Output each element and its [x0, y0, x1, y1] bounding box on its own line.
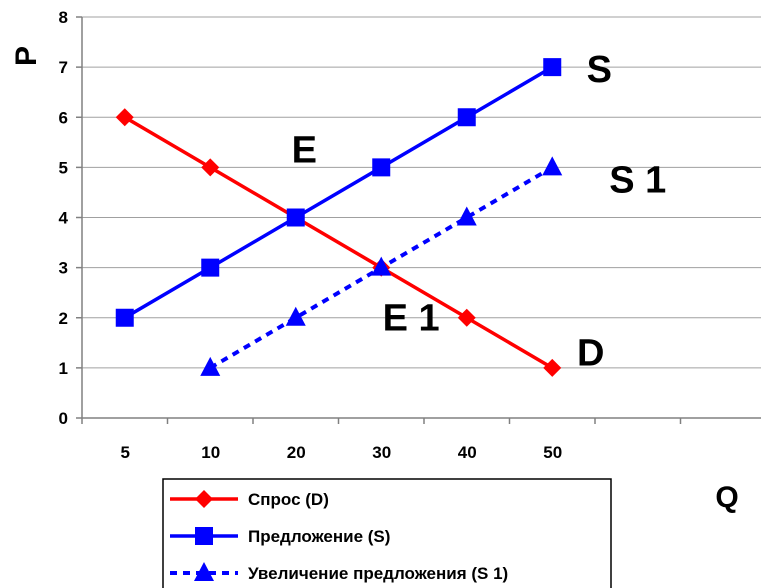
y-tick-label: 0: [59, 409, 68, 428]
legend-box: [162, 478, 612, 588]
data-point-triangle: [542, 156, 563, 176]
data-point-square: [543, 58, 562, 77]
data-point-square: [115, 308, 134, 327]
data-point-diamond: [457, 308, 476, 327]
data-point-square: [201, 258, 220, 277]
y-tick-label: 6: [59, 108, 68, 127]
x-axis-label: Q: [715, 481, 738, 514]
x-tick-labels: 5 10 20 30 40 50: [81, 418, 682, 462]
series-diamond: [115, 108, 562, 377]
x-tick-label: 50: [543, 443, 562, 462]
data-point-square: [286, 208, 305, 227]
data-point-triangle: [200, 356, 221, 376]
y-tick-label: 4: [59, 209, 69, 228]
data-point-diamond: [115, 108, 134, 127]
legend-label: Предложение (S): [248, 527, 390, 546]
annotation-label: E: [292, 129, 317, 171]
legend: Спрос (D) Предложение (S) Увеличение предл…: [162, 478, 612, 588]
x-tick-label: 30: [372, 443, 391, 462]
data-point-triangle: [456, 206, 477, 226]
x-tick-label: 40: [458, 443, 477, 462]
x-tick-label: 10: [201, 443, 220, 462]
series-line: [123, 115, 554, 370]
data-point-diamond: [543, 358, 562, 377]
data-point-square: [457, 108, 476, 127]
series-square: [115, 58, 562, 327]
annotations: S E S 1 E 1 D: [292, 49, 667, 374]
legend-marker-diamond: [195, 490, 213, 508]
annotation-label: E 1: [383, 297, 440, 339]
series: [115, 58, 563, 377]
data-point-square: [372, 158, 391, 177]
x-tick-label: 20: [287, 443, 306, 462]
y-tick-label: 7: [59, 58, 68, 77]
legend-marker-square: [195, 527, 213, 545]
annotation-label: D: [577, 332, 604, 374]
series-line: [123, 65, 554, 320]
y-tick-label: 8: [59, 8, 68, 27]
legend-marker-triangle: [194, 562, 214, 581]
data-point-triangle: [371, 256, 392, 276]
y-tick-label: 2: [59, 309, 68, 328]
y-tick-label: 3: [59, 259, 68, 278]
series-triangle: [200, 156, 563, 376]
data-point-diamond: [201, 158, 220, 177]
y-tick-label: 5: [59, 158, 68, 177]
legend-label: Спрос (D): [248, 490, 329, 509]
grid: [82, 16, 761, 369]
data-point-triangle: [285, 306, 306, 326]
y-tick-labels: 0 1 2 3 4 5 6 7 8: [59, 8, 82, 428]
legend-entry: Спрос (D): [170, 490, 329, 509]
annotation-label: S: [587, 49, 612, 91]
legend-entry: Увеличение предложения (S 1): [170, 562, 508, 583]
legend-entry: Предложение (S): [170, 527, 390, 546]
y-axis-label: P: [10, 46, 43, 66]
annotation-label: S 1: [609, 159, 666, 201]
x-tick-label: 5: [121, 443, 130, 462]
legend-label: Увеличение предложения (S 1): [248, 564, 508, 583]
y-tick-label: 1: [59, 359, 68, 378]
